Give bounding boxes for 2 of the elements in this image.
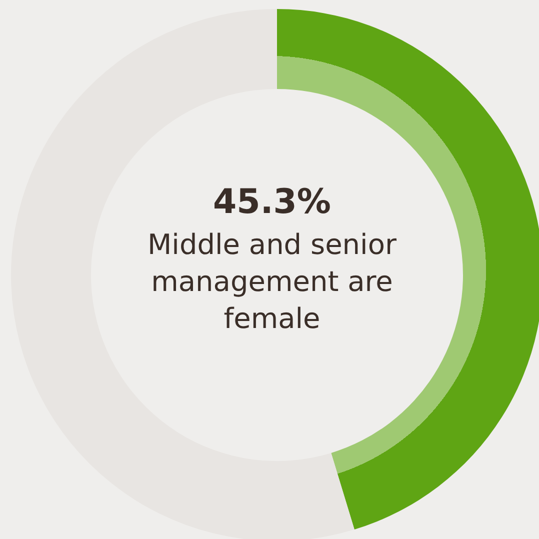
text: Middle and senior management are female xyxy=(146,227,398,337)
data-label: 45.3% xyxy=(212,182,332,222)
